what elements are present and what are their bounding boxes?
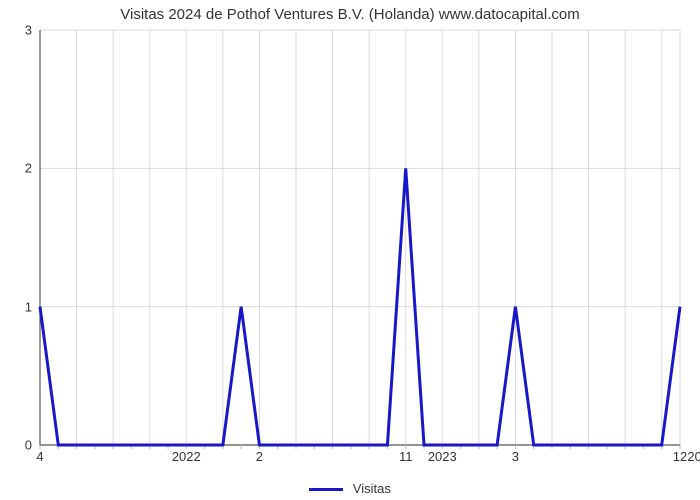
- plot-area: 0123420222112023312202: [40, 30, 680, 445]
- x-tick-label: 11: [399, 449, 413, 464]
- x-tick-label: 12: [673, 449, 687, 464]
- legend: Visitas: [0, 481, 700, 496]
- y-tick-label: 2: [25, 161, 32, 176]
- x-tick-label: 2: [256, 449, 263, 464]
- plot-svg: [40, 30, 680, 445]
- legend-swatch: [309, 488, 343, 491]
- y-tick-label: 3: [25, 23, 32, 38]
- y-tick-label: 0: [25, 438, 32, 453]
- y-tick-label: 1: [25, 299, 32, 314]
- chart-title: Visitas 2024 de Pothof Ventures B.V. (Ho…: [0, 6, 700, 23]
- x-tick-label: 2022: [172, 449, 201, 464]
- x-tick-label: 3: [512, 449, 519, 464]
- x-tick-label: 4: [36, 449, 43, 464]
- x-tick-label: 202: [687, 449, 700, 464]
- x-tick-label: 2023: [428, 449, 457, 464]
- legend-label: Visitas: [353, 481, 391, 496]
- chart-container: Visitas 2024 de Pothof Ventures B.V. (Ho…: [0, 0, 700, 500]
